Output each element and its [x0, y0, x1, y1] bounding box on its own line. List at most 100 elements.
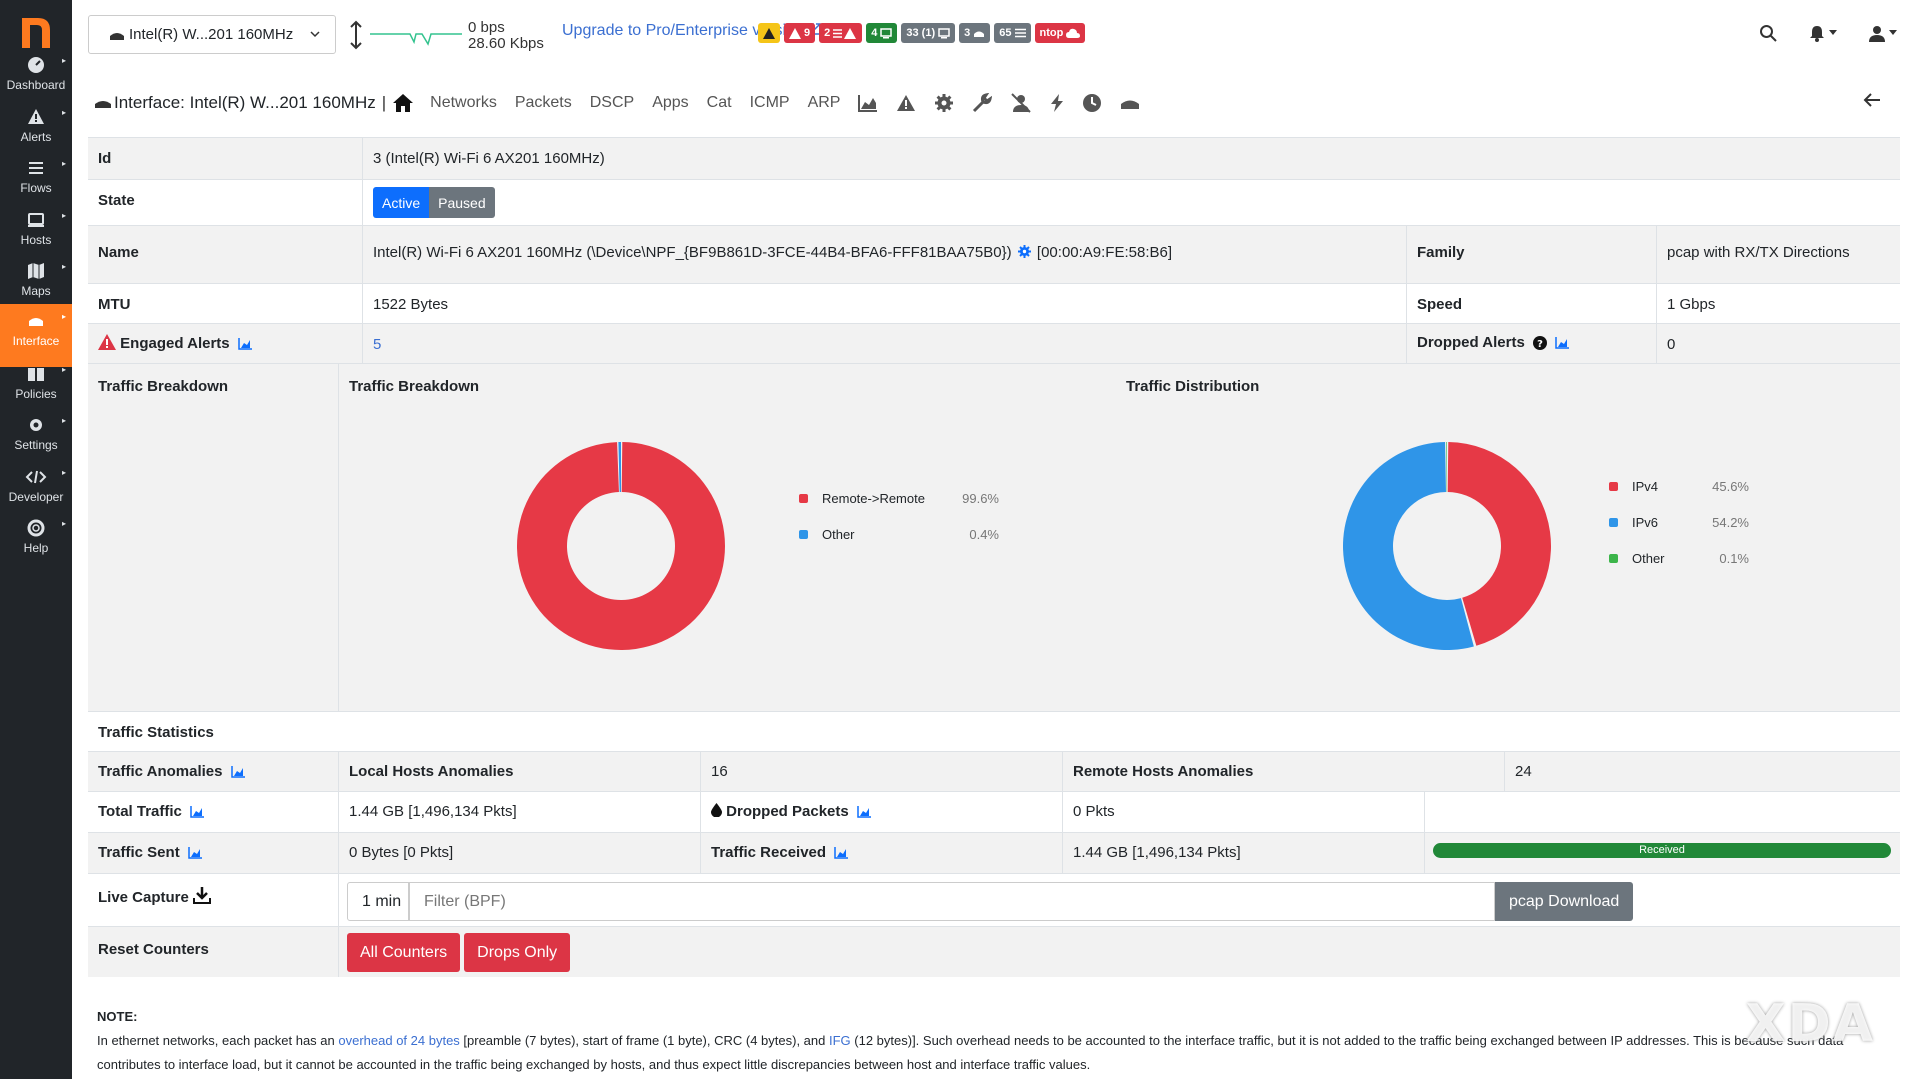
tab-host-pools[interactable]: [1010, 93, 1032, 113]
tab-tools[interactable]: [972, 93, 993, 113]
area-chart-icon[interactable]: [857, 806, 871, 818]
arrow-left-icon[interactable]: [1863, 92, 1881, 108]
sidebar-item-maps[interactable]: ▸ Maps: [0, 254, 72, 317]
area-chart-icon[interactable]: [188, 847, 202, 859]
tab-charts[interactable]: [858, 94, 878, 112]
warning-icon: [897, 95, 916, 111]
interface-icon: [110, 32, 124, 40]
badge-flow-alerts[interactable]: 2: [819, 23, 863, 43]
monitor-icon: [938, 27, 950, 38]
search-icon[interactable]: [1759, 24, 1777, 42]
legend-item[interactable]: IPv6 54.2%: [1609, 504, 1749, 540]
total-label: Total Traffic: [98, 803, 182, 820]
tab-alerts[interactable]: [896, 94, 916, 112]
notifications-menu[interactable]: [1809, 25, 1837, 42]
charts-cell: Traffic Breakdown Traffic Distribution R…: [338, 364, 1900, 711]
paused-button[interactable]: Paused: [429, 187, 495, 218]
tab-history[interactable]: [1082, 93, 1102, 113]
tab-cat[interactable]: Cat: [706, 94, 732, 111]
badge-local-hosts[interactable]: 4: [866, 23, 898, 43]
sent-label: Traffic Sent: [98, 844, 180, 861]
donut-slice-other[interactable]: [1446, 442, 1447, 493]
total-label-cell: Total Traffic: [88, 792, 338, 832]
badge-ntop[interactable]: ntop: [1034, 23, 1086, 43]
tab-icmp[interactable]: ICMP: [749, 94, 790, 111]
bell-icon: [1810, 25, 1824, 42]
sidebar-item-policies[interactable]: ▸ Policies: [0, 357, 72, 420]
sidebar-item-hosts[interactable]: ▸ Hosts: [0, 203, 72, 266]
tab-events[interactable]: [1050, 93, 1064, 113]
tab-dscp[interactable]: DSCP: [589, 94, 635, 111]
user-menu[interactable]: [1869, 25, 1897, 42]
legend-value: 99.6%: [962, 490, 999, 506]
sidebar-label: Developer: [8, 490, 64, 504]
active-button[interactable]: Active: [373, 187, 430, 218]
sidebar-item-developer[interactable]: ▸ Developer: [0, 460, 72, 523]
legend-label: Other: [822, 526, 855, 542]
throughput-readout: 0 bps 28.60 Kbps: [468, 20, 544, 52]
legend-item[interactable]: IPv4 45.6%: [1609, 468, 1749, 504]
dropped-label-cell: Dropped Packets: [700, 792, 1062, 832]
area-chart-icon[interactable]: [834, 847, 849, 859]
bpf-filter-input[interactable]: Filter (BPF): [409, 882, 1495, 921]
tab-dashboard[interactable]: [1120, 95, 1140, 111]
tab-apps[interactable]: Apps: [652, 94, 689, 111]
tab-packets[interactable]: Packets: [514, 94, 572, 111]
local-anomalies-label: Local Hosts Anomalies: [338, 752, 700, 791]
sidebar-label: Dashboard: [6, 78, 66, 92]
sidebar-item-dashboard[interactable]: ▸ Dashboard: [0, 48, 72, 111]
donut-slice-other[interactable]: [618, 442, 621, 493]
badge-flows[interactable]: 65: [994, 23, 1031, 43]
reset-drops-only-button[interactable]: Drops Only: [464, 933, 571, 972]
tab-networks[interactable]: Networks: [430, 94, 497, 111]
received-value: 1.44 GB [1,496,134 Pkts]: [1062, 833, 1424, 873]
reset-all-counters-button[interactable]: All Counters: [347, 933, 461, 972]
sidebar-item-help[interactable]: ▸ Help: [0, 511, 72, 574]
sidebar-item-settings[interactable]: ▸ Settings: [0, 408, 72, 471]
legend-item[interactable]: Remote->Remote 99.6%: [799, 480, 999, 516]
tab-arp[interactable]: ARP: [807, 94, 841, 111]
hosts-icon: [28, 213, 44, 227]
maps-icon: [28, 263, 44, 279]
received-label-cell: Traffic Received: [700, 833, 1062, 873]
legend-item[interactable]: Other 0.4%: [799, 516, 999, 552]
gear-icon[interactable]: [1017, 245, 1031, 258]
sidebar-item-interface[interactable]: ▸ Interface: [0, 304, 72, 367]
engaged-alerts-value[interactable]: 5: [362, 324, 1406, 363]
chart1-title: Traffic Breakdown: [349, 378, 480, 395]
donut-slice-ipv6[interactable]: [1343, 442, 1474, 650]
speed-value: 1 Gbps: [1656, 284, 1900, 323]
ifg-link[interactable]: IFG: [828, 1033, 851, 1048]
stats-title: Traffic Statistics: [98, 724, 214, 741]
area-chart-icon[interactable]: [1555, 337, 1570, 349]
donut-slice-remote-remote[interactable]: [517, 442, 725, 650]
donut-slice-ipv4[interactable]: [1447, 442, 1551, 646]
pcap-download-button[interactable]: pcap Download: [1495, 882, 1634, 921]
legend-item[interactable]: Other 0.1%: [1609, 540, 1749, 576]
area-chart-icon[interactable]: [238, 338, 252, 350]
home-icon[interactable]: [392, 93, 414, 113]
overhead-link[interactable]: overhead of 24 bytes: [338, 1033, 460, 1048]
area-chart-icon[interactable]: [230, 766, 245, 778]
badge-warning[interactable]: [758, 23, 780, 43]
question-icon[interactable]: ?: [1532, 336, 1547, 351]
tab-config[interactable]: [934, 93, 954, 113]
family-label: Family: [1406, 226, 1656, 283]
traffic-sparkline: [370, 33, 462, 46]
area-chart-icon: [858, 95, 878, 112]
sidebar-item-alerts[interactable]: ▸ Alerts: [0, 100, 72, 163]
reset-label: Reset Counters: [98, 941, 209, 958]
legend-value: 45.6%: [1712, 478, 1749, 494]
interface-select[interactable]: Intel(R) W...201 160MHz: [88, 15, 336, 54]
speed-label: Speed: [1406, 284, 1656, 323]
ntopng-logo[interactable]: [18, 12, 54, 50]
traffic-breakdown-donut: [517, 442, 725, 650]
badge-devices[interactable]: 3: [959, 23, 991, 43]
area-chart-icon[interactable]: [190, 806, 205, 818]
capture-duration[interactable]: 1 min: [347, 882, 409, 921]
sidebar-item-flows[interactable]: ▸ Flows: [0, 151, 72, 214]
badge-hosts[interactable]: 33 (1): [901, 23, 956, 43]
sidebar-label: Alerts: [20, 130, 52, 144]
badge-alerts[interactable]: 9: [784, 23, 816, 43]
local-anomalies-value: 16: [700, 752, 1062, 791]
